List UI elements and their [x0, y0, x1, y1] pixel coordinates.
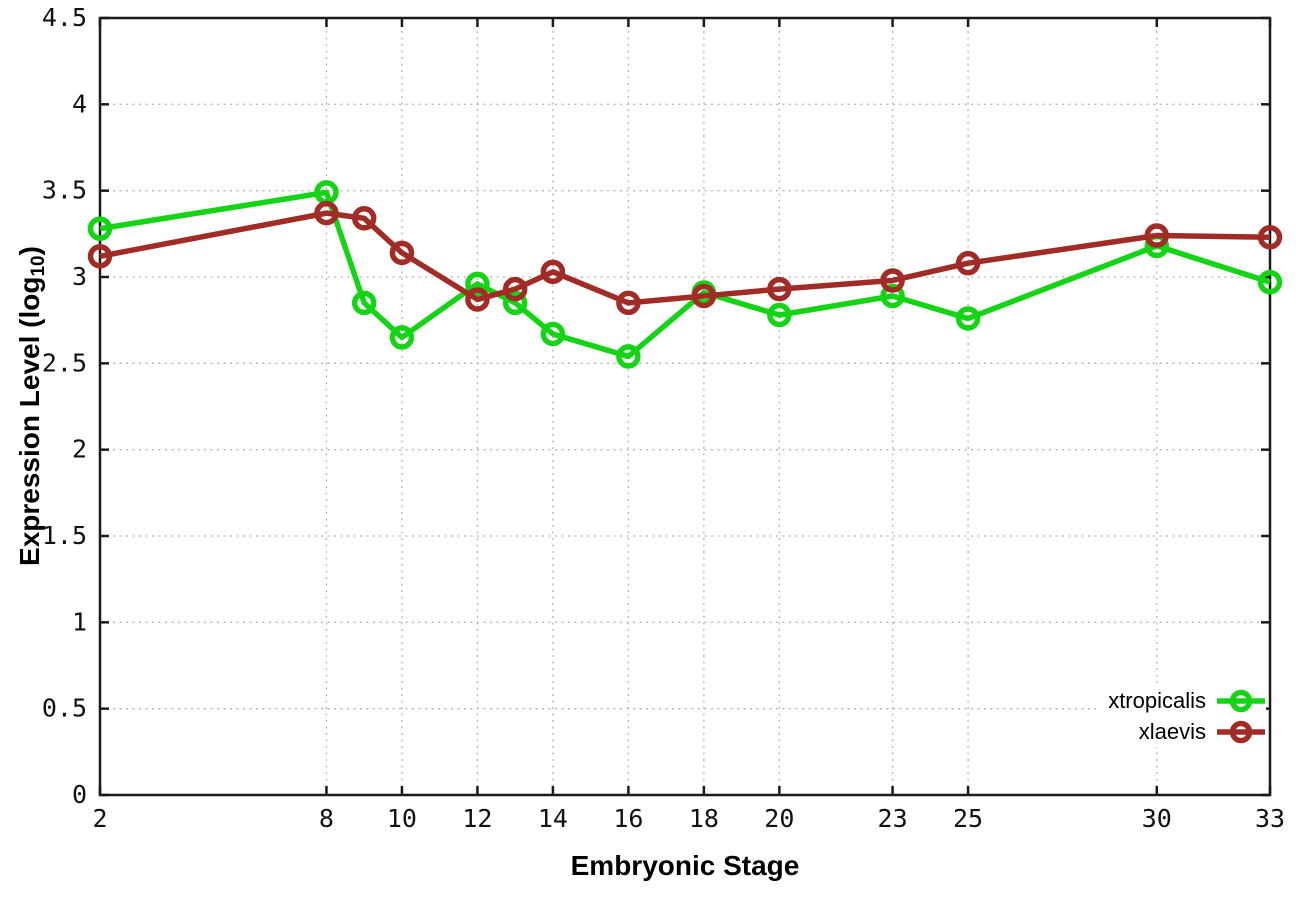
data-point-xtropicalis-13	[502, 290, 528, 316]
data-point-xtropicalis-12	[465, 271, 490, 297]
data-point-xlaevis-23	[880, 268, 905, 293]
x-tick-label-30: 30	[1142, 804, 1172, 833]
data-point-xlaevis-12	[465, 287, 490, 312]
data-point-xlaevis-10	[389, 240, 415, 266]
y-tick-label-0.5: 0.5	[42, 694, 87, 723]
x-tick-label-8: 8	[319, 804, 334, 833]
x-tick-label-20: 20	[764, 804, 794, 833]
data-point-xlaevis-8	[314, 200, 339, 226]
data-point-xtropicalis-20	[767, 302, 792, 328]
data-point-xlaevis-20	[767, 276, 792, 302]
x-tick-label-2: 2	[92, 804, 107, 833]
data-point-xlaevis-18	[691, 283, 717, 309]
y-tick-label-4: 4	[72, 89, 87, 118]
y-tick-label-4.5: 4.5	[42, 3, 87, 32]
data-point-xtropicalis-10	[389, 325, 415, 350]
x-tick-label-10: 10	[387, 804, 417, 833]
x-tick-label-33: 33	[1255, 804, 1285, 833]
y-tick-label-3: 3	[72, 262, 87, 291]
x-tick-label-25: 25	[953, 804, 983, 833]
x-tick-label-23: 23	[878, 804, 908, 833]
data-point-xlaevis-25	[955, 250, 981, 276]
legend-item-xtropicalis: xtropicalis	[1108, 689, 1266, 713]
series-line-xlaevis	[99, 210, 1271, 306]
y-tick-label-1: 1	[72, 607, 87, 636]
data-point-xtropicalis-14	[540, 321, 566, 347]
legend-item-xlaevis: xlaevis	[1139, 720, 1266, 744]
series-line-xtropicalis	[99, 189, 1271, 360]
y-tick-label-0: 0	[72, 780, 87, 809]
legend-label-xtropicalis: xtropicalis	[1108, 688, 1206, 713]
data-point-xlaevis-33	[1257, 225, 1283, 250]
y-tick-label-2.5: 2.5	[42, 348, 87, 377]
data-point-xlaevis-2	[87, 244, 113, 269]
y-axis-title-suffix: )	[14, 246, 45, 256]
data-point-xlaevis-30	[1144, 223, 1170, 248]
x-tick-label-14: 14	[538, 804, 568, 833]
x-axis-title: Embryonic Stage	[570, 850, 800, 881]
data-point-xlaevis-14	[540, 259, 566, 285]
x-tick-label-18: 18	[689, 804, 719, 833]
legend: xtropicalis xlaevis	[1096, 686, 1266, 747]
y-tick-label-2: 2	[72, 435, 87, 464]
y-tick-label-3.5: 3.5	[42, 176, 87, 205]
data-point-xtropicalis-33	[1257, 269, 1283, 295]
y-axis-title-text: Expression Level (log	[14, 276, 45, 566]
legend-marker-xlaevis	[1217, 720, 1265, 744]
x-tick-label-16: 16	[613, 804, 643, 833]
y-tick-label-1.5: 1.5	[42, 521, 87, 550]
data-point-xtropicalis-9	[351, 290, 377, 316]
x-tick-label-12: 12	[462, 804, 492, 833]
data-point-xtropicalis-2	[87, 216, 113, 241]
data-point-xtropicalis-23	[880, 283, 905, 309]
data-point-xlaevis-13	[502, 276, 528, 302]
data-point-xtropicalis-16	[616, 344, 641, 369]
legend-label-xlaevis: xlaevis	[1138, 719, 1206, 744]
data-point-xlaevis-16	[616, 290, 641, 316]
data-point-xlaevis-9	[351, 206, 377, 231]
data-point-xtropicalis-25	[955, 306, 981, 331]
plot-border	[98, 16, 1272, 797]
y-axis-title-subscript: 10	[28, 255, 50, 277]
legend-marker-xtropicalis	[1217, 689, 1265, 713]
